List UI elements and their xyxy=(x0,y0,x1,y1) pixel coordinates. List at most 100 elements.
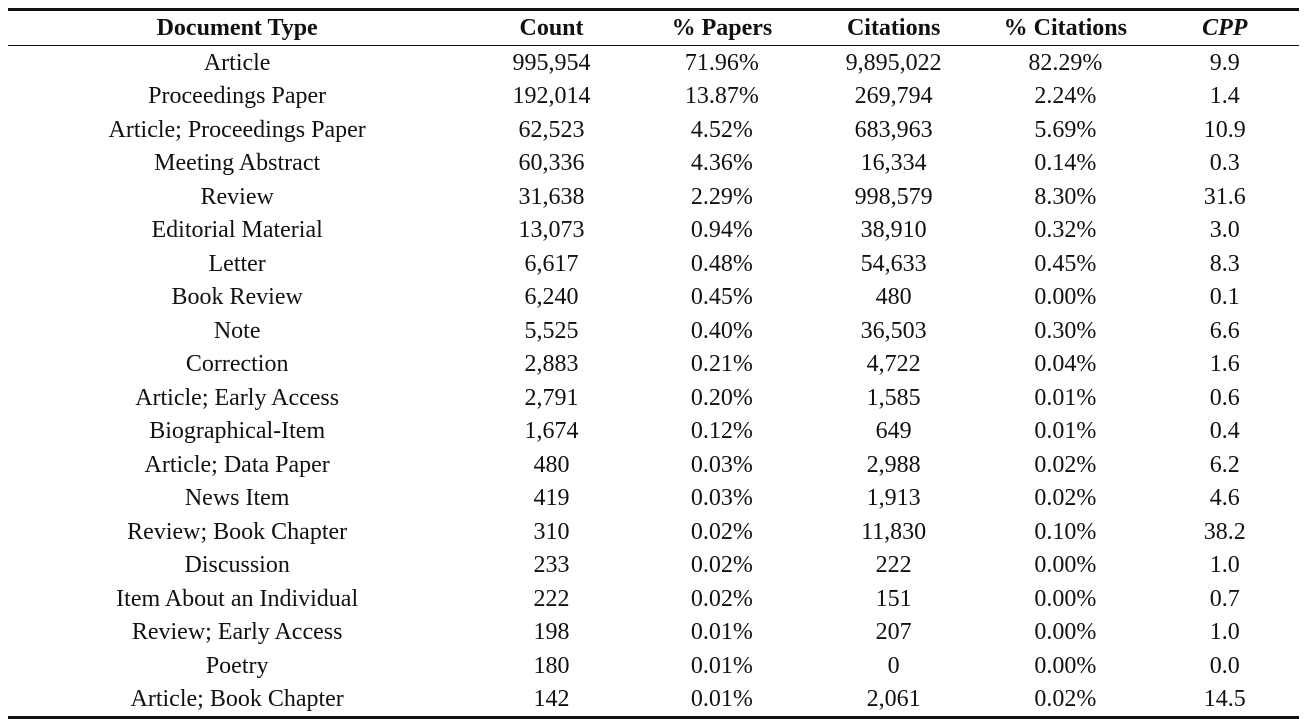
cell-pct-citations: 0.00% xyxy=(1034,552,1097,579)
cell-pct-citations: 0.32% xyxy=(1034,217,1097,244)
cell-count: 198 xyxy=(533,619,570,646)
cell-count: 5,525 xyxy=(524,317,579,344)
table-row: Note 5,525 0.40% 36,503 0.30% 6.6 xyxy=(8,314,1299,348)
cell-pct-citations: 0.30% xyxy=(1034,317,1097,344)
cell-count: 62,523 xyxy=(518,116,585,143)
cell-document-type: Poetry xyxy=(205,652,269,679)
cell-cpp: 4.6 xyxy=(1209,485,1240,512)
cell-pct-papers: 71.96% xyxy=(684,49,759,76)
cell-pct-papers: 0.45% xyxy=(690,284,753,311)
cell-citations: 9,895,022 xyxy=(845,49,942,76)
cell-pct-citations: 82.29% xyxy=(1028,49,1103,76)
cell-citations: 1,913 xyxy=(866,485,921,512)
cell-document-type: Correction xyxy=(185,351,289,378)
cell-pct-papers: 0.94% xyxy=(690,217,753,244)
cell-count: 995,954 xyxy=(512,49,591,76)
cell-document-type: Article; Early Access xyxy=(135,384,340,411)
cell-pct-papers: 0.21% xyxy=(690,351,753,378)
cell-document-type: Biographical-Item xyxy=(149,418,326,445)
cell-citations: 151 xyxy=(875,585,912,612)
cell-pct-papers: 4.52% xyxy=(690,116,753,143)
cell-citations: 36,503 xyxy=(860,317,927,344)
cell-document-type: Review xyxy=(200,183,274,210)
cell-pct-citations: 0.02% xyxy=(1034,451,1097,478)
cell-pct-papers: 0.20% xyxy=(690,384,753,411)
cell-document-type: Book Review xyxy=(171,284,303,311)
document-type-table-container: Document Type Count % Papers Citations %… xyxy=(8,8,1299,719)
table-row: Review 31,638 2.29% 998,579 8.30% 31.6 xyxy=(8,180,1299,214)
cell-pct-papers: 0.48% xyxy=(690,250,753,277)
cell-citations: 269,794 xyxy=(854,83,933,110)
cell-citations: 0 xyxy=(887,652,900,679)
cell-count: 2,791 xyxy=(524,384,579,411)
cell-cpp: 1.0 xyxy=(1209,619,1240,646)
cell-citations: 480 xyxy=(875,284,912,311)
cell-cpp: 0.6 xyxy=(1209,384,1240,411)
cell-cpp: 0.7 xyxy=(1209,585,1240,612)
table-header: Document Type Count % Papers Citations %… xyxy=(8,9,1299,46)
cell-pct-papers: 0.01% xyxy=(690,619,753,646)
cell-pct-citations: 2.24% xyxy=(1034,83,1097,110)
cell-pct-citations: 0.14% xyxy=(1034,150,1097,177)
cell-pct-citations: 0.00% xyxy=(1034,284,1097,311)
cell-citations: 998,579 xyxy=(854,183,933,210)
cell-pct-papers: 13.87% xyxy=(684,83,759,110)
header-citations: Citations xyxy=(846,15,941,41)
cell-pct-citations: 0.01% xyxy=(1034,418,1097,445)
cell-pct-citations: 0.00% xyxy=(1034,619,1097,646)
cell-document-type: Article; Proceedings Paper xyxy=(108,116,366,143)
cell-citations: 2,988 xyxy=(866,451,921,478)
cell-pct-citations: 0.02% xyxy=(1034,485,1097,512)
table-row: Article; Early Access 2,791 0.20% 1,585 0.01… xyxy=(8,381,1299,415)
cell-cpp: 14.5 xyxy=(1150,682,1299,719)
cell-pct-papers: 0.12% xyxy=(690,418,753,445)
cell-pct-papers: 0.40% xyxy=(690,317,753,344)
table-row: Book Review 6,240 0.45% 480 0.00% 0.1 xyxy=(8,281,1299,315)
cell-pct-citations: 0.02% xyxy=(980,682,1151,719)
header-pct-citations: % Citations xyxy=(1003,15,1127,41)
cell-count: 233 xyxy=(533,552,570,579)
cell-pct-papers: 2.29% xyxy=(690,183,753,210)
cell-citations: 683,963 xyxy=(854,116,933,143)
cell-document-type: Article; Data Paper xyxy=(144,451,330,478)
table-row: News Item 419 0.03% 1,913 0.02% 4.6 xyxy=(8,482,1299,516)
cell-count: 310 xyxy=(533,518,570,545)
cell-cpp: 31.6 xyxy=(1203,183,1246,210)
cell-pct-citations: 5.69% xyxy=(1034,116,1097,143)
table-row: Item About an Individual 222 0.02% 151 0.00%… xyxy=(8,582,1299,616)
table-row: Editorial Material 13,073 0.94% 38,910 0.32%… xyxy=(8,214,1299,248)
cell-count: 480 xyxy=(533,451,570,478)
cell-cpp: 10.9 xyxy=(1203,116,1246,143)
cell-citations: 11,830 xyxy=(861,518,927,545)
cell-count: 1,674 xyxy=(524,418,579,445)
cell-cpp: 38.2 xyxy=(1203,518,1246,545)
cell-count: 6,240 xyxy=(524,284,579,311)
cell-pct-papers: 0.02% xyxy=(690,518,753,545)
cell-citations: 4,722 xyxy=(866,351,921,378)
cell-document-type: Meeting Abstract xyxy=(154,150,321,177)
cell-document-type: Review; Book Chapter xyxy=(127,518,348,545)
cell-cpp: 1.0 xyxy=(1209,552,1240,579)
cell-pct-citations: 0.10% xyxy=(1034,518,1097,545)
cell-count: 13,073 xyxy=(518,217,585,244)
table-row: Biographical-Item 1,674 0.12% 649 0.01% 0.4 xyxy=(8,415,1299,449)
cell-document-type: Discussion xyxy=(184,552,290,579)
table-row: Article; Proceedings Paper 62,523 4.52% 683… xyxy=(8,113,1299,147)
cell-pct-citations: 0.00% xyxy=(1034,652,1097,679)
cell-pct-citations: 0.04% xyxy=(1034,351,1097,378)
table-row: Review; Book Chapter 310 0.02% 11,830 0.10% 3… xyxy=(8,515,1299,549)
cell-count: 142 xyxy=(466,682,637,719)
header-cpp: CPP xyxy=(1202,15,1248,41)
cell-citations: 1,585 xyxy=(866,384,921,411)
cell-document-type: Article xyxy=(203,49,271,76)
cell-pct-papers: 0.01% xyxy=(636,682,808,719)
cell-count: 192,014 xyxy=(512,83,591,110)
cell-count: 60,336 xyxy=(518,150,585,177)
table-row: Letter 6,617 0.48% 54,633 0.45% 8.3 xyxy=(8,247,1299,281)
cell-citations: 222 xyxy=(875,552,912,579)
cell-citations: 649 xyxy=(875,418,912,445)
cell-pct-papers: 0.01% xyxy=(690,652,753,679)
cell-count: 2,883 xyxy=(524,351,579,378)
cell-pct-citations: 0.00% xyxy=(1034,585,1097,612)
table-row: Article; Data Paper 480 0.03% 2,988 0.02% 6.2 xyxy=(8,448,1299,482)
